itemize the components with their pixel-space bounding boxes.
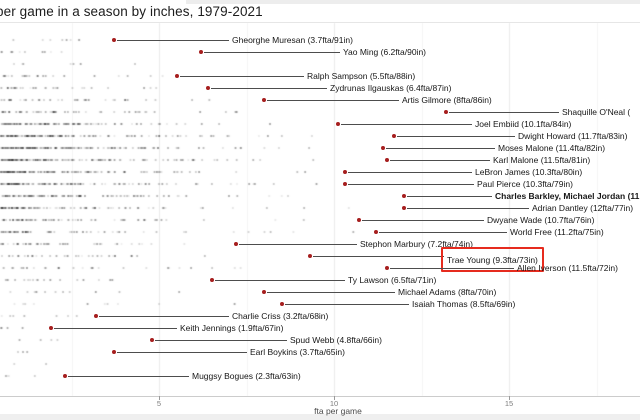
highlight-box[interactable]: Trae Young (9.3fta/73in) — [441, 247, 544, 272]
player-dot[interactable] — [342, 182, 347, 186]
player-label: Earl Boykins (3.7fta/65in) — [250, 347, 345, 357]
player-dot[interactable] — [335, 122, 340, 126]
player-label: Muggsy Bogues (2.3fta/63in) — [192, 371, 301, 381]
leader-line — [389, 268, 514, 269]
player-dot[interactable] — [62, 374, 67, 378]
player-dot[interactable] — [262, 98, 266, 102]
leader-line — [396, 136, 515, 137]
player-dot[interactable] — [111, 350, 116, 354]
player-dot[interactable] — [262, 290, 266, 294]
leader-line — [347, 184, 474, 185]
leader-line — [53, 328, 177, 329]
player-dot[interactable] — [94, 314, 98, 318]
player-dot[interactable] — [199, 50, 203, 54]
panel-top-border — [0, 22, 640, 23]
leader-line — [267, 292, 395, 293]
leader-line — [386, 148, 495, 149]
player-label: Joel Embiid (10.1fta/84in) — [475, 119, 572, 129]
leader-line — [312, 256, 444, 257]
player-dot[interactable] — [209, 278, 214, 282]
leader-line — [284, 304, 409, 305]
player-dot[interactable] — [444, 110, 448, 114]
player-label: Allen Iverson (11.5fta/72in) — [517, 263, 618, 273]
leader-line — [340, 124, 472, 125]
leader-line — [379, 232, 507, 233]
player-label: Charles Barkley, Michael Jordan (11 — [495, 191, 640, 201]
player-dot[interactable] — [174, 74, 179, 78]
player-label: Karl Malone (11.5fta/81in) — [493, 155, 591, 165]
player-label: Spud Webb (4.8fta/66in) — [290, 335, 382, 345]
player-label: Gheorghe Muresan (3.7fta/91in) — [232, 35, 353, 45]
leader-line — [179, 76, 304, 77]
x-axis-line — [0, 396, 640, 397]
player-dot[interactable] — [402, 194, 406, 198]
leader-line — [211, 88, 327, 89]
leader-line — [407, 208, 529, 209]
player-label: Adrian Dantley (12fta/77in) — [532, 203, 634, 213]
leader-line — [407, 196, 492, 197]
player-label: LeBron James (10.3fta/80in) — [475, 167, 583, 177]
leader-line — [347, 172, 472, 173]
player-label: World Free (11.2fta/75in) — [510, 227, 604, 237]
player-label: Zydrunas Ilgauskas (6.4fta/87in) — [330, 83, 452, 93]
x-tick-label: 5 — [156, 399, 162, 408]
player-dot[interactable] — [234, 242, 238, 246]
player-label: Stephon Marbury (7.2fta/74in) — [360, 239, 473, 249]
player-label: Moses Malone (11.4fta/82in) — [498, 143, 606, 153]
leader-line — [239, 244, 357, 245]
leader-line — [116, 40, 229, 41]
player-dot[interactable] — [279, 302, 284, 306]
player-dot[interactable] — [384, 158, 389, 162]
leader-line — [267, 100, 399, 101]
x-tick-label: 15 — [504, 399, 514, 408]
leader-line — [116, 352, 247, 353]
x-tick-mark — [159, 396, 160, 400]
leader-line — [214, 280, 345, 281]
player-label: Paul Pierce (10.3fta/79in) — [477, 179, 573, 189]
player-label: Yao Ming (6.2fta/90in) — [343, 47, 426, 57]
player-label: Keith Jennings (1.9fta/67in) — [180, 323, 284, 333]
chart-title: per game in a season by inches, 1979-202… — [0, 4, 263, 19]
player-label: Ralph Sampson (5.5fta/88in) — [307, 71, 416, 81]
leader-line — [449, 112, 559, 113]
player-dot[interactable] — [391, 134, 396, 138]
player-label: Dwight Howard (11.7fta/83in) — [518, 131, 628, 141]
player-dot[interactable] — [48, 326, 53, 330]
player-dot[interactable] — [206, 86, 210, 90]
x-tick-mark — [509, 396, 510, 400]
leader-line — [389, 160, 490, 161]
player-label: Charlie Criss (3.2fta/68in) — [232, 311, 329, 321]
player-dot[interactable] — [374, 230, 378, 234]
player-dot[interactable] — [307, 254, 312, 258]
leader-line — [361, 220, 484, 221]
player-dot[interactable] — [356, 218, 361, 222]
leader-line — [204, 52, 340, 53]
x-axis-title: fta per game — [314, 406, 362, 416]
x-tick-mark — [334, 396, 335, 400]
player-label: Isaiah Thomas (8.5fta/69in) — [412, 299, 516, 309]
bottom-edge-strip — [0, 414, 640, 420]
player-label: Trae Young (9.3fta/73in) — [447, 255, 538, 265]
player-label: Michael Adams (8fta/70in) — [398, 287, 497, 297]
player-label: Dwyane Wade (10.7fta/76in) — [487, 215, 595, 225]
leader-line — [155, 340, 287, 341]
top-edge-strip — [186, 0, 640, 4]
x-tick-label: 10 — [329, 399, 339, 408]
player-dot[interactable] — [342, 170, 347, 174]
player-dot[interactable] — [150, 338, 154, 342]
player-dot[interactable] — [111, 38, 116, 42]
player-label: Artis Gilmore (8fta/86in) — [402, 95, 492, 105]
player-label: Shaquille O'Neal ( — [562, 107, 631, 117]
leader-line — [99, 316, 229, 317]
leader-line — [67, 376, 189, 377]
player-dot[interactable] — [384, 266, 389, 270]
player-dot[interactable] — [402, 206, 406, 210]
player-dot[interactable] — [381, 146, 385, 150]
player-label: Ty Lawson (6.5fta/71in) — [348, 275, 437, 285]
